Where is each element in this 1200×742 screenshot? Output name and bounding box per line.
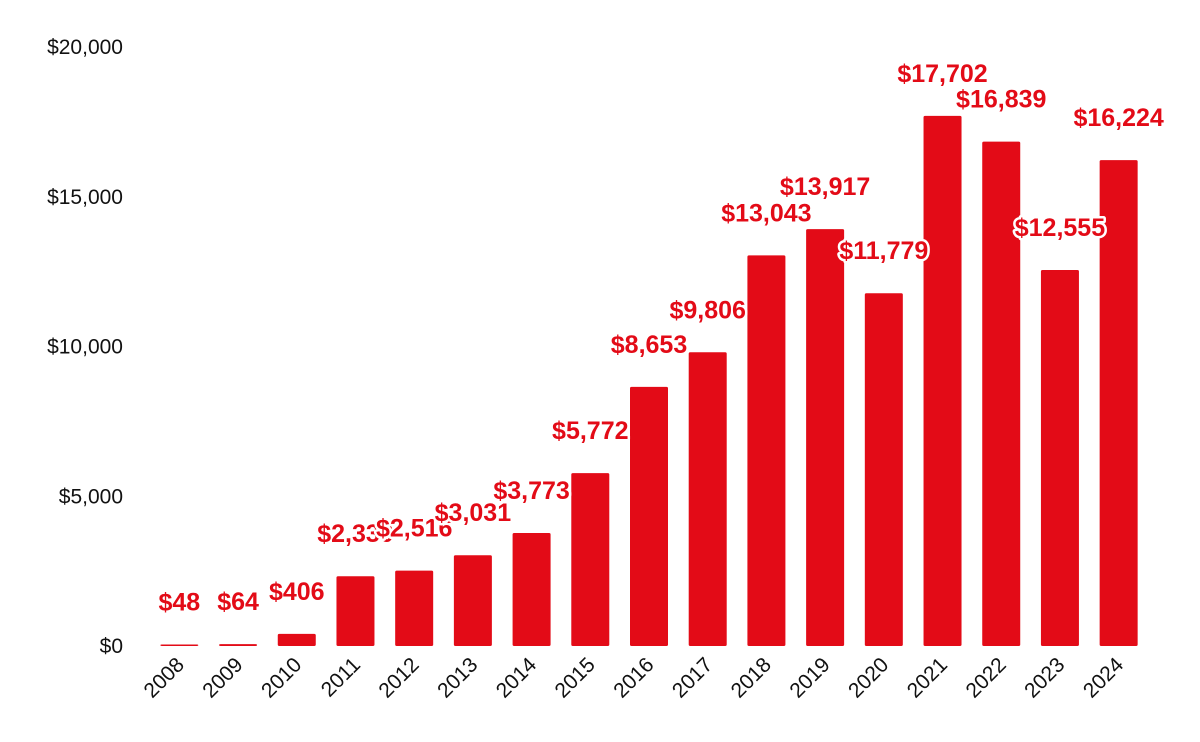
x-tick-label: 2019: [785, 653, 834, 702]
x-tick-label: 2022: [961, 653, 1010, 702]
data-label: $48: [158, 589, 200, 617]
x-tick-label: 2023: [1020, 653, 1069, 702]
bar-2020: [864, 293, 903, 646]
data-label: $3,773: [493, 477, 569, 505]
bar-2019: [806, 229, 845, 646]
bar-2013: [453, 555, 492, 646]
x-tick-label: 2014: [492, 653, 542, 703]
data-label: $16,224: [1073, 104, 1163, 132]
x-axis: 2008 2009 2010 2011 2012 2013 2014 2015 2016 2017…: [140, 653, 1129, 703]
y-axis: $0 $5,000 $10,000 $15,000 $20,000: [47, 36, 123, 658]
bar-2015: [571, 473, 610, 646]
data-label: $17,702: [897, 60, 987, 88]
data-label: $13,043: [721, 199, 811, 227]
data-label: $12,555: [1015, 214, 1105, 242]
bar-2022: [982, 141, 1021, 647]
bar-2018: [747, 255, 786, 646]
bar-2024: [1099, 160, 1138, 647]
bar-2011: [336, 576, 375, 646]
bar-2012: [395, 570, 434, 646]
bar-2010: [277, 633, 316, 646]
data-label: $8,653: [611, 331, 687, 359]
x-tick-label: 2008: [140, 653, 189, 702]
x-tick-label: 2021: [903, 653, 952, 702]
x-tick-label: 2016: [609, 653, 658, 702]
y-tick-label: $0: [100, 635, 123, 658]
bar-2009: [219, 644, 258, 646]
y-tick-label: $5,000: [59, 485, 123, 508]
x-tick-label: 2012: [374, 653, 423, 702]
data-label: $16,839: [956, 86, 1046, 114]
bar-2023: [1040, 269, 1079, 646]
data-label: $9,806: [669, 296, 745, 324]
data-label: $64: [217, 588, 259, 616]
x-tick-label: 2010: [257, 653, 306, 702]
data-label: $13,917: [780, 173, 870, 201]
bar-2021: [923, 115, 962, 647]
y-tick-label: $15,000: [47, 186, 123, 209]
x-tick-label: 2015: [551, 653, 600, 702]
bar-2016: [630, 386, 668, 646]
data-labels: $48 $64 $406 $2,330$2,516$3,031$3,773 $5,772…: [156, 57, 1166, 619]
y-tick-label: $10,000: [47, 336, 123, 359]
x-tick-label: 2024: [1079, 653, 1129, 703]
bar-2014: [512, 532, 551, 646]
x-tick-label: 2020: [844, 653, 893, 702]
y-tick-label: $20,000: [47, 36, 123, 59]
data-label: $11,779: [839, 237, 928, 265]
data-label: $3,031: [435, 499, 512, 527]
data-label: $2,516: [376, 515, 452, 543]
x-tick-label: 2011: [317, 653, 365, 701]
x-tick-label: 2013: [433, 653, 482, 702]
bar-2008: [160, 644, 199, 646]
x-tick-label: 2017: [668, 653, 717, 702]
data-label: $406: [269, 578, 325, 606]
bars: [160, 115, 1138, 647]
bar-2017: [688, 352, 727, 646]
data-label: $5,772: [552, 417, 628, 445]
x-tick-label: 2009: [198, 653, 247, 702]
x-tick-label: 2018: [727, 653, 776, 702]
data-label: $2,330: [317, 520, 393, 548]
